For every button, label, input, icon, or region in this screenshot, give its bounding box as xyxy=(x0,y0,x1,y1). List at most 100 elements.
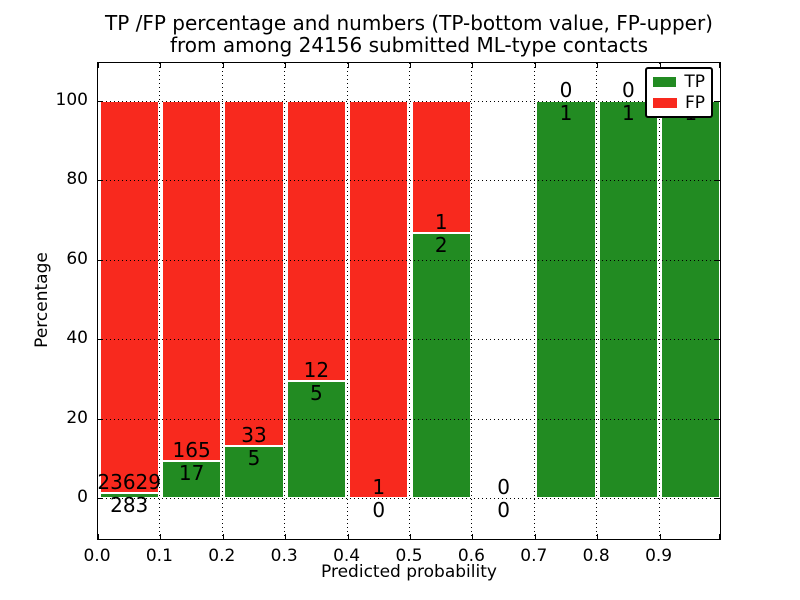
fp-count-label: 0 xyxy=(497,475,510,499)
legend: TP FP xyxy=(645,67,713,118)
x-tick-mark xyxy=(472,534,474,539)
x-tick-mark xyxy=(347,63,349,68)
gridline-horizontal xyxy=(98,418,720,420)
legend-swatch-tp xyxy=(653,77,677,87)
fp-count-label: 1 xyxy=(372,475,386,499)
x-tick-label: 0.1 xyxy=(145,546,173,566)
tp-count-label: 5 xyxy=(310,381,323,406)
x-tick-mark xyxy=(472,63,474,68)
gridline-vertical xyxy=(159,63,161,539)
x-tick-label: 0.8 xyxy=(582,546,610,566)
gridline-vertical xyxy=(471,63,473,539)
bar-segment-tp xyxy=(661,100,721,498)
gridline-vertical xyxy=(658,63,660,539)
gridline-horizontal xyxy=(98,339,720,340)
legend-label: FP xyxy=(684,93,705,113)
bar-segment-tp xyxy=(161,460,222,498)
bar-segment-tp xyxy=(598,100,659,498)
chart-title-line2: from among 24156 submitted ML-type conta… xyxy=(169,33,649,57)
gridline-vertical xyxy=(533,63,535,539)
x-tick-mark xyxy=(347,534,349,539)
chart-title-line1: TP /FP percentage and numbers (TP-bottom… xyxy=(105,11,713,35)
x-tick-label: 0.0 xyxy=(83,546,111,566)
y-axis-label: Percentage xyxy=(32,252,52,348)
x-tick-label: 0.4 xyxy=(333,546,361,566)
x-tick-mark xyxy=(160,534,162,539)
gridline-horizontal xyxy=(98,498,720,499)
y-tick-mark xyxy=(98,259,103,261)
gridline-vertical xyxy=(409,63,410,539)
y-tick-mark xyxy=(98,100,103,102)
bar-segment-fp xyxy=(161,100,222,461)
y-tick-label: 0 xyxy=(77,487,88,507)
x-tick-mark xyxy=(719,534,720,539)
x-tick-mark xyxy=(659,63,661,68)
x-tick-label: 0.5 xyxy=(395,546,423,566)
y-tick-label: 20 xyxy=(66,407,88,428)
x-tick-mark xyxy=(410,534,411,539)
bar-segment-fp xyxy=(99,100,159,494)
y-tick-label: 100 xyxy=(55,89,88,110)
gridline-vertical xyxy=(221,63,223,539)
bar-segment-tp xyxy=(411,232,471,498)
gridline-horizontal xyxy=(98,259,720,261)
x-tick-label: 0.7 xyxy=(520,546,548,566)
x-axis-label: Predicted probability xyxy=(321,562,497,582)
tp-count-label: 2 xyxy=(434,232,448,257)
x-tick-mark xyxy=(534,63,536,68)
bar-segment-tp xyxy=(99,493,159,498)
y-tick-mark xyxy=(715,259,720,261)
tp-count-label: 1 xyxy=(622,100,635,125)
y-tick-mark xyxy=(715,180,720,181)
legend-item: FP xyxy=(653,93,705,113)
gridline-vertical xyxy=(346,63,348,539)
x-tick-mark xyxy=(597,534,599,539)
legend-swatch-fp xyxy=(653,98,677,108)
y-tick-mark xyxy=(98,180,103,181)
fp-count-label: 1 xyxy=(434,209,448,234)
tp-count-label: 1 xyxy=(559,100,573,125)
fp-count-label: 33 xyxy=(241,422,267,447)
gridline-vertical xyxy=(596,63,598,539)
tp-count-label: 283 xyxy=(110,493,149,518)
x-tick-mark xyxy=(285,63,287,68)
x-tick-mark xyxy=(597,63,599,68)
y-tick-mark xyxy=(98,498,103,499)
bar-segment-fp xyxy=(224,100,284,446)
y-tick-mark xyxy=(715,418,720,420)
x-tick-mark xyxy=(222,63,224,68)
x-tick-label: 0.9 xyxy=(645,546,673,566)
fp-count-label: 0 xyxy=(622,77,635,102)
x-tick-label: 0.3 xyxy=(270,546,298,566)
x-tick-mark xyxy=(659,534,661,539)
x-tick-mark xyxy=(160,63,162,68)
fp-count-label: 12 xyxy=(303,358,330,383)
gridline-horizontal xyxy=(98,180,720,181)
x-tick-mark xyxy=(98,534,99,539)
x-tick-label: 0.2 xyxy=(208,546,236,566)
plot-area: 2362928316517335125101200010101 xyxy=(97,62,721,540)
gridline-vertical xyxy=(284,63,286,539)
x-tick-label: 0.6 xyxy=(457,546,485,566)
bar-segment-tp xyxy=(286,381,347,498)
fp-count-label: 0 xyxy=(559,77,573,102)
tp-count-label: 0 xyxy=(497,498,510,522)
bar-segment-tp xyxy=(536,100,596,498)
y-tick-mark xyxy=(715,498,720,499)
y-tick-label: 40 xyxy=(66,328,88,348)
bar-segment-tp xyxy=(224,445,284,498)
fp-count-label: 23629 xyxy=(97,470,161,495)
y-tick-mark xyxy=(98,339,103,340)
x-tick-mark xyxy=(98,63,99,68)
x-tick-mark xyxy=(534,534,536,539)
bar-segment-fp xyxy=(349,100,409,498)
bar-segment-fp xyxy=(286,100,347,382)
tp-count-label: 0 xyxy=(372,498,386,522)
y-tick-label: 60 xyxy=(66,248,88,269)
tp-count-label: 5 xyxy=(247,445,261,470)
legend-label: TP xyxy=(684,72,705,92)
chart-title: TP /FP percentage and numbers (TP-bottom… xyxy=(97,12,721,56)
y-tick-mark xyxy=(98,418,103,420)
x-tick-mark xyxy=(222,534,224,539)
